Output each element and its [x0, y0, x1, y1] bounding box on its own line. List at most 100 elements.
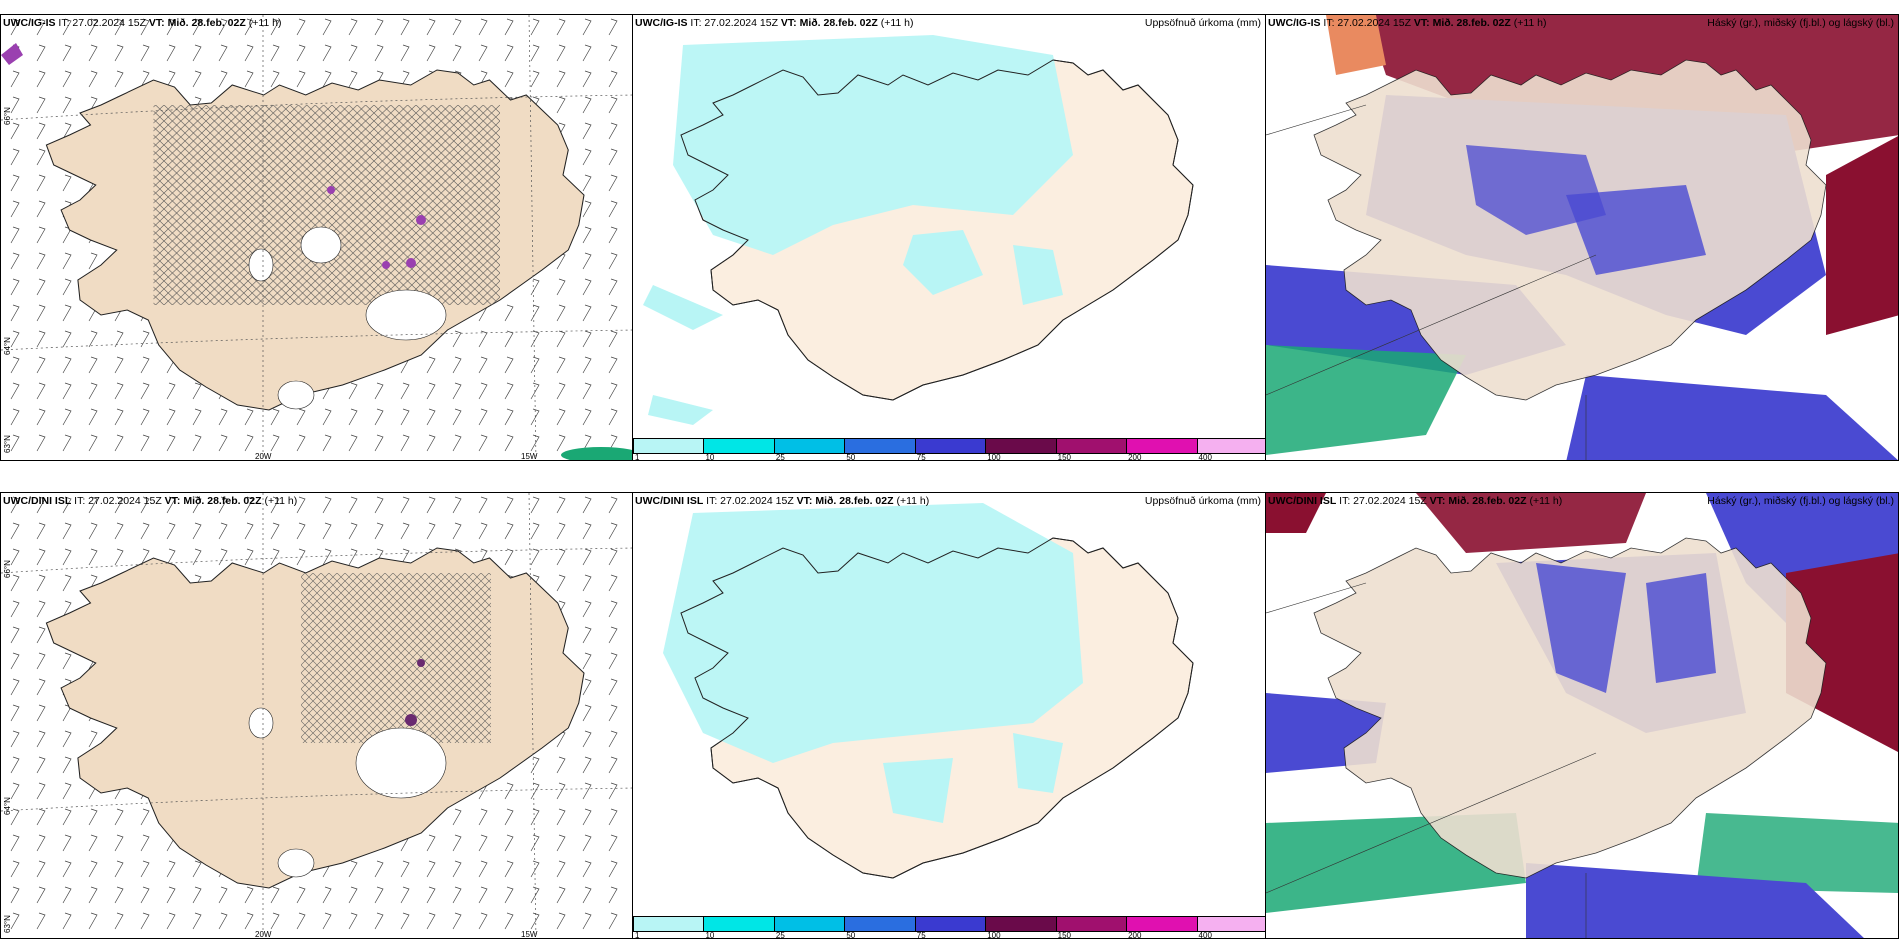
wind-barb-icon — [10, 886, 20, 904]
wind-barb-icon — [556, 304, 566, 322]
legend-swatch — [985, 438, 1057, 454]
legend-tick-label: 50 — [846, 453, 856, 461]
wind-barb-icon — [582, 834, 592, 852]
wind-barb-icon — [374, 522, 384, 540]
wind-barb-icon — [10, 200, 20, 218]
legend-tick-label: 200 — [1128, 931, 1142, 939]
wind-barb-icon — [244, 548, 254, 566]
wind-barb-icon — [504, 808, 514, 826]
wind-barb-icon — [10, 652, 20, 670]
wind-barb-icon — [322, 548, 332, 566]
wind-barb-icon — [166, 912, 176, 930]
wind-barb-icon — [36, 148, 46, 166]
wind-barb-icon — [36, 304, 46, 322]
wind-barb-icon — [10, 834, 20, 852]
wind-barb-icon — [36, 912, 46, 930]
valid-time: Mið. 28.feb. 02Z — [1432, 17, 1511, 29]
wind-barb-icon — [62, 756, 72, 774]
wind-barb-icon — [88, 382, 98, 400]
model-name: UWC/IG-IS — [1268, 17, 1321, 29]
panel-header: UWC/DINI ISL IT: 27.02.2024 15Z VT: Mið.… — [3, 495, 297, 507]
wind-barb-icon — [140, 886, 150, 904]
wind-barb-icon — [400, 70, 410, 88]
wind-barb-icon — [504, 18, 514, 36]
wind-barb-icon — [10, 756, 20, 774]
lon-label-15w: 15W — [521, 452, 538, 461]
wind-barb-icon — [62, 304, 72, 322]
valid-time: Mið. 28.feb. 02Z — [799, 17, 878, 29]
lat-label-66: 66°N — [3, 107, 12, 125]
wind-barb-icon — [114, 808, 124, 826]
wind-barb-icon — [556, 434, 566, 452]
wind-barb-icon — [88, 18, 98, 36]
legend-tick-label: 100 — [987, 931, 1001, 939]
wind-barb-icon — [88, 834, 98, 852]
wind-barb-icon — [62, 252, 72, 270]
wind-barb-icon — [114, 408, 124, 426]
init-time: IT: 27.02.2024 15Z — [74, 495, 162, 507]
wind-barb-icon — [530, 834, 540, 852]
wind-barb-icon — [608, 18, 618, 36]
wind-barb-map — [1, 15, 632, 460]
wind-barb-icon — [36, 496, 46, 514]
wind-barb-icon — [608, 96, 618, 114]
wind-barb-icon — [270, 496, 280, 514]
wind-barb-icon — [10, 496, 20, 514]
wind-barb-icon — [374, 912, 384, 930]
wind-barb-icon — [608, 148, 618, 166]
wind-barb-icon — [582, 96, 592, 114]
wind-barb-icon — [36, 122, 46, 140]
wind-barb-icon — [88, 860, 98, 878]
wind-barb-icon — [36, 756, 46, 774]
wind-barb-icon — [322, 912, 332, 930]
wind-barb-icon — [62, 408, 72, 426]
wind-barb-icon — [348, 496, 358, 514]
wind-barb-icon — [62, 330, 72, 348]
wind-barb-icon — [166, 70, 176, 88]
wind-barb-icon — [400, 408, 410, 426]
wind-barb-icon — [270, 408, 280, 426]
valid-time-label: VT: — [1413, 17, 1430, 29]
wind-barb-icon — [88, 522, 98, 540]
wind-barb-icon — [192, 44, 202, 62]
wind-barb-icon — [556, 912, 566, 930]
wind-barb-icon — [530, 756, 540, 774]
wind-barb-icon — [556, 70, 566, 88]
wind-barb-icon — [192, 70, 202, 88]
wind-barb-icon — [322, 434, 332, 452]
cloud-map — [1266, 493, 1898, 938]
wind-barb-icon — [556, 834, 566, 852]
legend-tick-label: 1 — [635, 931, 640, 939]
wind-barb-icon — [582, 226, 592, 244]
lead-time: (+11 h) — [896, 495, 930, 507]
wind-barb-icon — [62, 434, 72, 452]
wind-barb-icon — [504, 496, 514, 514]
wind-barb-icon — [426, 356, 436, 374]
wind-barb-icon — [608, 330, 618, 348]
wind-barb-icon — [608, 626, 618, 644]
lon-label-20w: 20W — [255, 452, 272, 461]
wind-barb-icon — [10, 330, 20, 348]
wind-barb-icon — [88, 730, 98, 748]
panel-header: UWC/DINI ISL IT: 27.02.2024 15Z VT: Mið.… — [1268, 495, 1562, 507]
wind-barb-icon — [530, 860, 540, 878]
wind-barb-icon — [504, 912, 514, 930]
wind-barb-icon — [244, 434, 254, 452]
cloud-map-panel: UWC/DINI ISL IT: 27.02.2024 15Z VT: Mið.… — [1265, 492, 1899, 939]
wind-barb-icon — [556, 330, 566, 348]
legend-swatch — [1055, 438, 1128, 454]
wind-barb-icon — [36, 860, 46, 878]
wind-barb-icon — [608, 200, 618, 218]
wind-barb-icon — [62, 96, 72, 114]
legend-tick-label: 75 — [916, 931, 926, 939]
wind-barb-icon — [348, 548, 358, 566]
valid-time: Mið. 28.feb. 02Z — [1448, 495, 1527, 507]
wind-barb-icon — [192, 434, 202, 452]
wind-barb-icon — [296, 408, 306, 426]
wind-barb-icon — [88, 408, 98, 426]
legend-swatch — [1055, 916, 1128, 932]
wind-barb-icon — [62, 522, 72, 540]
wind-barb-icon — [530, 886, 540, 904]
legend-tick-label: 10 — [705, 931, 715, 939]
wind-barb-icon — [36, 574, 46, 592]
